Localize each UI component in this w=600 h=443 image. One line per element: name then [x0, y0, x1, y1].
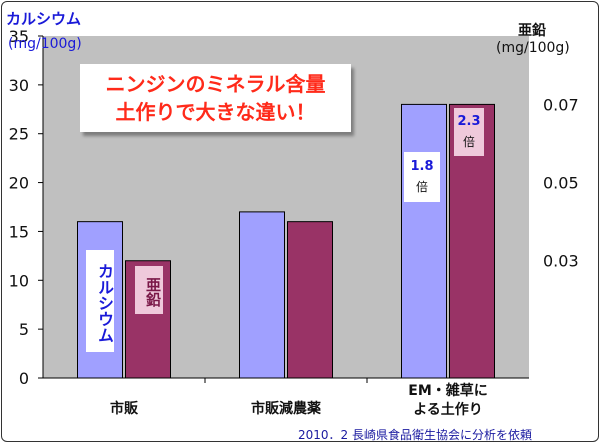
- category-label: 市販: [44, 400, 204, 419]
- left-axis-title: カルシウム: [6, 10, 82, 28]
- headline-line-1: ニンジンのミネラル含量: [105, 72, 326, 96]
- right-axis-tick-label: 0.05: [543, 174, 579, 193]
- right-axis-unit: (mg/100g): [496, 40, 570, 56]
- left-axis-tick-label: 10: [9, 271, 29, 290]
- left-axis-tick-label: 35: [9, 27, 29, 46]
- left-axis-tick-label: 20: [9, 174, 29, 193]
- right-axis-tick-label: 0.03: [543, 252, 579, 271]
- left-axis-tick-label: 30: [9, 76, 29, 95]
- zinc-bar: [287, 221, 333, 379]
- category-label-line: 市販減農薬: [251, 401, 321, 417]
- left-axis-tick-label: 15: [9, 222, 29, 241]
- right-axis-title: 亜鉛: [518, 23, 546, 39]
- source-footnote: 2010．2 長崎県食品衛生協会に分析を依頼: [298, 428, 532, 442]
- headline-line-2: 土作りで大きな違い！: [115, 100, 316, 124]
- left-axis-tick-label: 0: [19, 369, 29, 388]
- left-axis-tick-label: 5: [19, 320, 29, 339]
- zinc-ratio-unit: 倍: [462, 135, 475, 149]
- calcium-ratio-value: 1.8: [410, 159, 434, 174]
- calcium-ratio-label: 1.8 倍: [404, 152, 440, 202]
- category-label: 市販減農薬: [206, 400, 366, 419]
- calcium-bar: [239, 211, 285, 379]
- category-label: EM・雑草に よる土作り: [368, 382, 528, 420]
- category-label-line: EM・雑草に: [408, 383, 488, 399]
- headline-callout: ニンジンのミネラル含量 土作りで大きな違い！: [80, 64, 351, 132]
- zinc-bar-label: 亜鉛: [135, 266, 163, 314]
- calcium-bar: [401, 103, 447, 379]
- calcium-bar-label: カルシウム: [86, 250, 114, 352]
- right-axis-tick-label: 0.07: [543, 95, 579, 114]
- zinc-ratio-label: 2.3 倍: [454, 108, 484, 156]
- zinc-ratio-value: 2.3: [457, 114, 481, 129]
- calcium-ratio-unit: 倍: [415, 180, 428, 194]
- category-label-line: 市販: [110, 401, 138, 417]
- left-axis-tick-label: 25: [9, 125, 29, 144]
- left-axis-unit: (mg/100g): [8, 36, 82, 52]
- category-label-line: よる土作り: [413, 402, 483, 418]
